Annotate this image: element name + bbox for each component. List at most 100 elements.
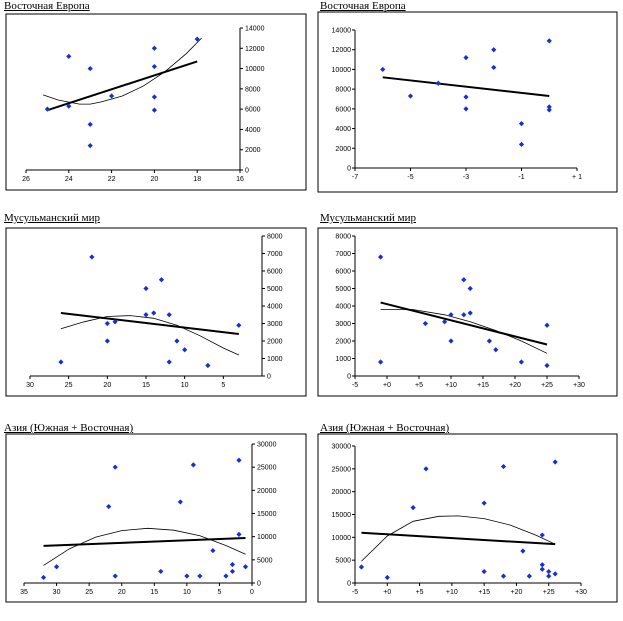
chart-frame xyxy=(5,433,307,603)
x-tick-label: +0 xyxy=(383,589,391,596)
y-tick-label: 2000 xyxy=(267,339,283,346)
linear-trend-line xyxy=(382,76,550,98)
chart-4: -5 +0 +5 +10 +15 +20 +25 +30 0 1000 2000 3000 4000 50… xyxy=(317,227,618,397)
chart-4-title: Мусульманский мир xyxy=(320,212,417,224)
chart-5-title: Азия (Южная + Восточная) xyxy=(4,422,134,434)
data-point xyxy=(194,36,200,42)
data-point xyxy=(40,574,47,581)
y-tick-label: 25000 xyxy=(332,466,352,473)
x-tick-label: -3 xyxy=(463,174,469,181)
chart-2-title: Восточная Европа xyxy=(320,0,406,12)
y-tick-label: 8000 xyxy=(335,234,351,241)
y-tick-label: 2000 xyxy=(245,147,261,154)
data-point xyxy=(378,359,384,365)
y-tick-label: 5000 xyxy=(267,286,283,293)
y-tick-label: 12000 xyxy=(332,47,352,54)
y-tick-label: 1000 xyxy=(335,356,351,363)
x-tick-label: +30 xyxy=(573,382,585,389)
x-tick-label: 30 xyxy=(53,589,61,596)
data-point xyxy=(500,463,507,470)
x-tick-label: 26 xyxy=(22,176,30,183)
data-point xyxy=(493,347,499,353)
x-tick-label: +10 xyxy=(446,589,458,596)
y-tick-label: 30000 xyxy=(257,442,277,449)
y-tick-label: 6000 xyxy=(245,107,261,114)
data-point xyxy=(544,362,550,369)
x-tick-label: 15 xyxy=(150,589,158,596)
x-tick-label: +5 xyxy=(415,382,423,389)
data-point xyxy=(435,80,441,86)
x-tick-label: 16 xyxy=(236,176,244,183)
data-point xyxy=(151,94,157,100)
chart-3: 30 25 20 15 10 5 0 1000 2000 3000 4000 5000 6000 7000… xyxy=(5,227,307,397)
data-point xyxy=(158,277,165,283)
y-tick-label: 10000 xyxy=(332,67,352,74)
x-tick-label: +25 xyxy=(541,382,553,389)
x-tick-label: -1 xyxy=(518,174,524,181)
data-point xyxy=(174,338,180,344)
data-point xyxy=(461,312,467,318)
y-tick-label: 4000 xyxy=(335,126,351,133)
y-tick-label: 10000 xyxy=(332,535,352,542)
y-tick-label: 6000 xyxy=(335,106,351,113)
data-point xyxy=(546,104,552,110)
x-tick-label: +25 xyxy=(543,589,555,596)
data-point xyxy=(104,320,110,327)
x-tick-label: 25 xyxy=(65,382,73,389)
data-point xyxy=(44,106,50,112)
data-point xyxy=(58,359,64,365)
polynomial-trend-line xyxy=(60,315,239,356)
y-tick-label: 8000 xyxy=(245,86,261,93)
chart-1: 26 24 22 20 18 160 2000 4000 6000 8000 10000 12000 1… xyxy=(5,13,307,191)
x-tick-label: 0 xyxy=(250,589,254,596)
y-tick-label: 5000 xyxy=(257,557,273,564)
data-point xyxy=(89,254,95,260)
linear-trend-line xyxy=(43,537,246,547)
x-tick-label: +15 xyxy=(478,589,490,596)
data-point xyxy=(422,320,428,327)
y-tick-label: 5000 xyxy=(335,558,351,565)
data-point xyxy=(166,359,172,365)
y-tick-label: 14000 xyxy=(332,28,352,35)
x-tick-label: 25 xyxy=(85,589,93,596)
polynomial-trend-line xyxy=(42,37,202,105)
data-point xyxy=(448,312,454,318)
linear-trend-line xyxy=(60,312,239,335)
y-tick-label: 30000 xyxy=(332,444,352,451)
x-tick-label: 35 xyxy=(20,589,28,596)
x-tick-label: +20 xyxy=(510,589,522,596)
x-tick-label: 10 xyxy=(183,589,191,596)
y-tick-label: 12000 xyxy=(245,46,265,53)
data-point xyxy=(518,359,524,365)
data-point xyxy=(407,93,414,99)
chart-frame xyxy=(5,227,307,397)
data-point xyxy=(358,564,365,570)
y-tick-label: 7000 xyxy=(267,251,283,258)
y-tick-label: 0 xyxy=(347,374,351,381)
data-point xyxy=(518,141,525,147)
y-tick-label: 2000 xyxy=(335,146,351,153)
chart-frame xyxy=(5,13,307,191)
y-tick-label: 1000 xyxy=(267,356,283,363)
y-tick-label: 3000 xyxy=(335,321,351,328)
data-point xyxy=(546,38,552,44)
x-tick-label: +10 xyxy=(445,382,457,389)
y-tick-label: 20000 xyxy=(257,488,277,495)
x-tick-label: 5 xyxy=(217,589,221,596)
y-tick-label: 5000 xyxy=(335,286,351,293)
data-point xyxy=(442,319,448,325)
x-tick-label: 20 xyxy=(103,382,111,389)
data-point xyxy=(491,47,497,53)
y-tick-label: 7000 xyxy=(335,251,351,258)
data-point xyxy=(242,564,249,570)
x-tick-label: 24 xyxy=(65,176,73,183)
y-tick-label: 0 xyxy=(257,581,261,588)
x-tick-label: +15 xyxy=(477,382,489,389)
x-tick-label: +30 xyxy=(575,589,587,596)
data-point xyxy=(143,285,149,292)
x-tick-label: -5 xyxy=(407,174,413,181)
y-tick-label: 25000 xyxy=(257,465,277,472)
y-tick-label: 10000 xyxy=(257,534,277,541)
data-point xyxy=(463,55,469,61)
x-tick-label: 15 xyxy=(142,382,150,389)
